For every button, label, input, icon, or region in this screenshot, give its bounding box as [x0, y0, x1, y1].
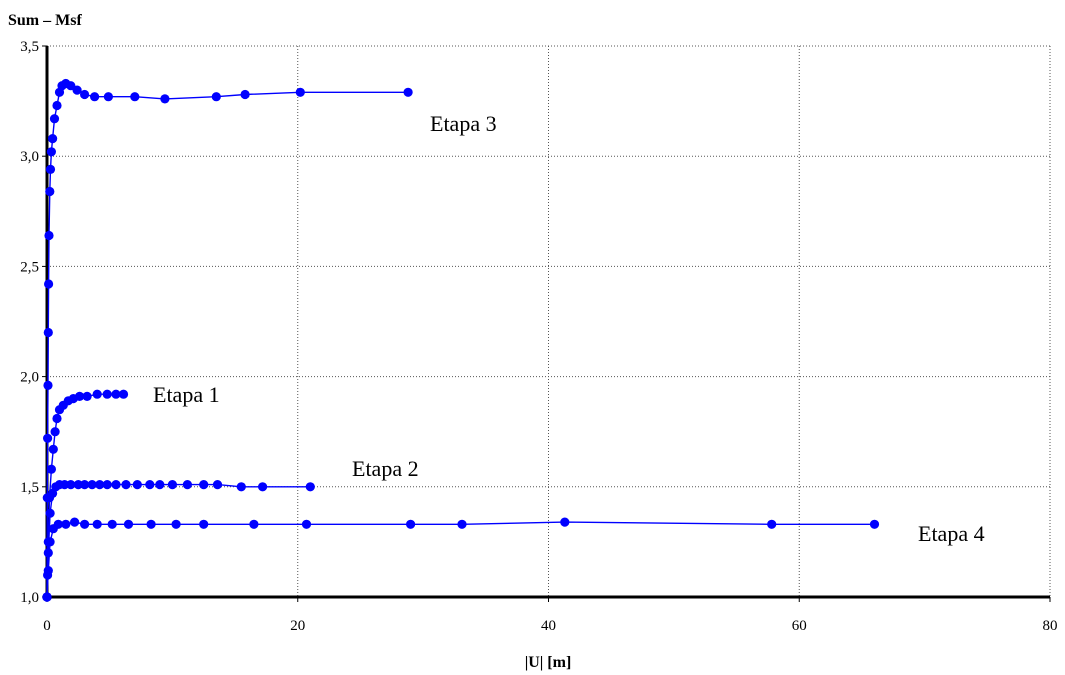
data-point [48, 134, 58, 144]
data-point [403, 87, 413, 97]
data-point [258, 482, 268, 492]
data-point [80, 89, 90, 100]
data-point [167, 480, 177, 490]
data-point [118, 389, 129, 399]
data-point [199, 519, 209, 529]
tick-labels: 0 20 40 60 80 1,0 1,5 2,0 2,5 3,0 3,5 [20, 39, 1057, 634]
data-point [80, 519, 90, 529]
data-point [102, 389, 112, 399]
data-point [111, 389, 121, 399]
series-labels: Etapa 1 Etapa 2 Etapa 3 Etapa 4 [153, 111, 985, 546]
data-point [236, 482, 246, 492]
data-point [43, 380, 53, 390]
data-point [111, 480, 121, 490]
data-point [73, 480, 83, 490]
data-point [48, 444, 58, 454]
data-point [43, 327, 53, 338]
x-tick-label: 40 [541, 618, 556, 634]
data-point [560, 517, 570, 527]
data-point [130, 92, 140, 102]
data-point [102, 480, 112, 490]
data-point [406, 519, 416, 529]
x-axis-title: |U| [m] [525, 654, 572, 671]
y-tick-label: 3,5 [20, 39, 39, 55]
y-tick-label: 1,0 [20, 590, 39, 606]
x-tick-label: 20 [290, 618, 305, 634]
data-point [121, 480, 131, 490]
data-point [80, 480, 90, 490]
data-point [50, 427, 60, 437]
data-point [869, 519, 880, 529]
grid [47, 45, 1051, 597]
data-point [45, 186, 55, 197]
data-point [199, 480, 209, 490]
series-label: Etapa 4 [918, 521, 985, 546]
data-point [132, 480, 142, 490]
data-point [46, 464, 57, 474]
series-label: Etapa 3 [430, 111, 497, 136]
data-point [49, 114, 60, 124]
data-point [45, 164, 56, 174]
data-point [160, 94, 170, 104]
data-point [61, 519, 71, 529]
data-point [53, 519, 63, 529]
data-point [46, 147, 57, 157]
data-point [42, 493, 52, 503]
series-2 [42, 480, 315, 602]
data-point [44, 230, 54, 241]
data-point [42, 592, 52, 602]
y-tick-label: 2,0 [20, 370, 39, 386]
data-point [145, 480, 155, 490]
y-axis-title: Sum – Msf [8, 12, 82, 29]
data-point [295, 87, 305, 97]
data-point [182, 480, 192, 490]
data-point [171, 519, 181, 529]
data-point [87, 480, 97, 490]
data-point [249, 519, 259, 529]
y-tick-label: 1,5 [20, 480, 39, 496]
y-tick-label: 3,0 [20, 149, 39, 165]
data-point [52, 100, 62, 111]
data-point [103, 92, 113, 102]
data-point [212, 480, 223, 490]
data-point [43, 566, 53, 576]
data-point [107, 519, 117, 529]
series [42, 78, 880, 602]
data-point [123, 519, 134, 529]
data-point [457, 519, 467, 529]
data-point [155, 480, 165, 490]
data-point [305, 482, 315, 492]
data-point [82, 391, 92, 401]
x-tick-label: 80 [1043, 618, 1058, 634]
series-label: Etapa 1 [153, 382, 220, 407]
data-point [72, 85, 82, 95]
data-point [45, 537, 55, 547]
data-point [43, 548, 53, 558]
data-point [767, 519, 777, 529]
x-tick-label: 60 [792, 618, 807, 634]
data-point [92, 519, 102, 529]
series-4 [42, 517, 880, 602]
data-point [240, 89, 250, 100]
series-3 [42, 78, 413, 602]
data-point [43, 433, 53, 443]
data-point [146, 519, 156, 529]
data-point [90, 92, 100, 102]
data-point [66, 480, 76, 490]
y-tick-label: 2,5 [20, 259, 39, 275]
data-point [44, 279, 54, 289]
data-point [301, 519, 312, 529]
data-point [211, 92, 221, 102]
data-point [70, 517, 80, 527]
data-point [92, 389, 102, 399]
series-label: Etapa 2 [352, 456, 419, 481]
data-point [95, 480, 105, 490]
x-tick-label: 0 [43, 618, 51, 634]
data-point [75, 391, 85, 401]
data-point [52, 413, 62, 424]
